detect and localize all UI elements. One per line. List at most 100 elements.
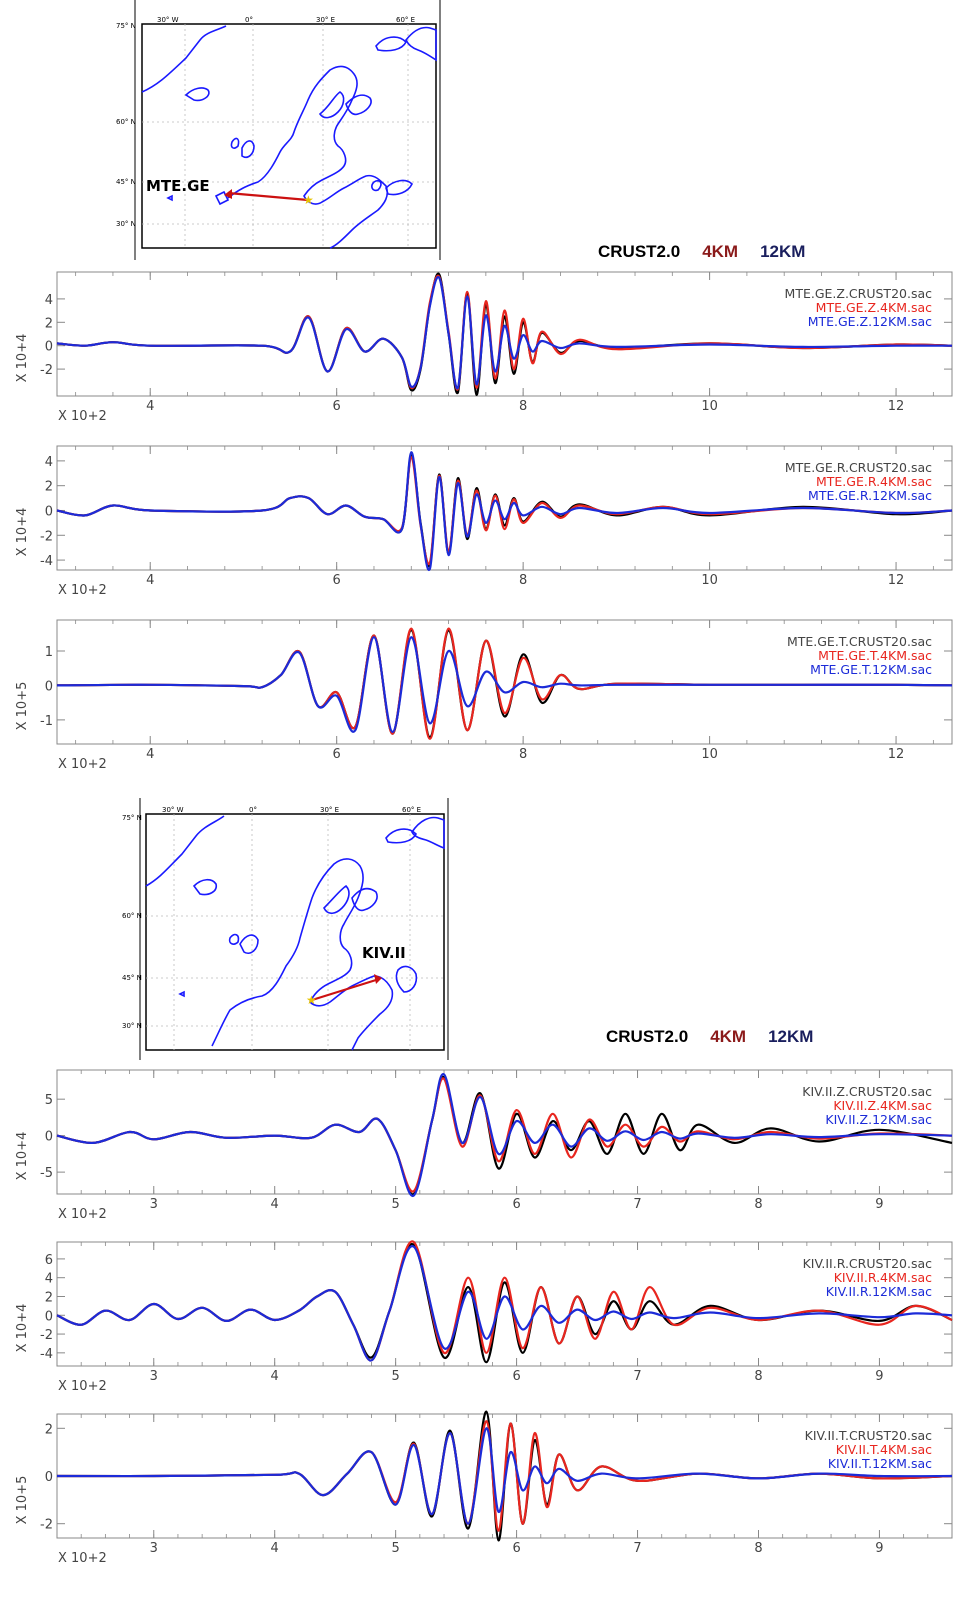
station-triangle-icon bbox=[374, 974, 382, 984]
x-tick-label: 10 bbox=[701, 747, 718, 762]
coastline bbox=[141, 25, 437, 249]
y-tick-label: -2 bbox=[40, 1518, 53, 1533]
x-tick-label: 4 bbox=[271, 1541, 279, 1556]
y-tick-label: 4 bbox=[45, 1272, 53, 1287]
x-axis-label: X 10+2 bbox=[58, 1207, 107, 1222]
y-axis-label: X 10+5 bbox=[15, 1476, 30, 1525]
coastline bbox=[145, 815, 445, 1051]
plot-frame bbox=[56, 445, 953, 571]
x-axis-label: X 10+2 bbox=[58, 1551, 107, 1566]
lat-label-1: 75° N bbox=[116, 22, 136, 30]
lat-label-3: 45° N bbox=[116, 178, 136, 186]
x-axis-label: X 10+2 bbox=[58, 409, 107, 424]
x-tick-label: 6 bbox=[333, 747, 341, 762]
series-line-km12 bbox=[56, 1427, 953, 1525]
x-tick-label: 12 bbox=[888, 573, 905, 588]
y-tick-label: 6 bbox=[45, 1253, 53, 1268]
legend-entry-km4: KIV.II.T.4KM.sac bbox=[836, 1442, 932, 1457]
y-axis-label: X 10+4 bbox=[15, 508, 30, 557]
legend-entry-crust: MTE.GE.Z.CRUST20.sac bbox=[785, 286, 933, 301]
x-tick-label: 9 bbox=[875, 1369, 883, 1384]
series-line-km12 bbox=[56, 451, 953, 572]
y-tick-label: -4 bbox=[40, 1347, 53, 1362]
x-tick-label: 4 bbox=[271, 1369, 279, 1384]
lon-label-3: 30° E bbox=[320, 806, 339, 814]
lon-label-4: 60° E bbox=[396, 16, 415, 24]
chart-mte-ge-z: 4 6 8 10 12420-2MTE.GE.Z.CRUST20.sacMTE.GE.Z… bbox=[15, 271, 953, 424]
legend-4km-label: 4KM bbox=[702, 242, 739, 261]
lon-label-2: 0° bbox=[249, 806, 257, 814]
y-tick-label: 2 bbox=[45, 480, 53, 495]
plot-frame bbox=[56, 619, 953, 745]
lon-label-1: 30° W bbox=[162, 806, 184, 814]
ray-path bbox=[227, 191, 309, 202]
y-tick-label: 1 bbox=[45, 645, 53, 660]
legend-entry-km4: KIV.II.R.4KM.sac bbox=[834, 1270, 932, 1285]
lat-label-4: 30° N bbox=[122, 1022, 142, 1030]
lat-label-4: 30° N bbox=[116, 220, 136, 228]
x-tick-label: 12 bbox=[888, 747, 905, 762]
x-tick-label: 7 bbox=[633, 1197, 641, 1212]
station-label: MTE.GE bbox=[146, 177, 210, 195]
x-tick-label: 8 bbox=[754, 1369, 762, 1384]
x-tick-label: 10 bbox=[701, 573, 718, 588]
y-tick-label: 2 bbox=[45, 1422, 53, 1437]
x-tick-label: 8 bbox=[519, 399, 527, 414]
y-tick-label: -1 bbox=[40, 714, 53, 729]
panel-kiv-ii-r: 3 4 5 6 7 8 9 6 4 2 0 -2 -4 KIV.II.R.CRUST20.sac KIV.I… bbox=[0, 1238, 973, 1400]
x-tick-label: 3 bbox=[150, 1541, 158, 1556]
station-label: KIV.II bbox=[362, 944, 406, 962]
map-mte-ge: ★ 30° W 0° 30° E 60° E 75° N 60° N 45° N… bbox=[108, 0, 448, 260]
x-tick-label: 5 bbox=[392, 1369, 400, 1384]
plot-frame bbox=[56, 271, 953, 397]
series-line-km12 bbox=[56, 275, 953, 390]
map-kiv-ii: ★ 30° W 0° 30° E 60° E 75° N 60° N 45° N… bbox=[112, 798, 452, 1060]
lat-label-2: 60° N bbox=[122, 912, 142, 920]
legend-entry-km4: MTE.GE.R.4KM.sac bbox=[816, 474, 932, 489]
chart-mte-ge-r: 4 6 8 10 12420-2-4MTE.GE.R.CRUST20.sacMTE.GE… bbox=[15, 445, 953, 598]
lat-label-1: 75° N bbox=[122, 814, 142, 822]
y-tick-label: 0 bbox=[45, 504, 53, 519]
legend-entry-km12: MTE.GE.T.12KM.sac bbox=[810, 662, 932, 677]
y-tick-label: 5 bbox=[45, 1093, 53, 1108]
y-tick-label: 4 bbox=[45, 293, 53, 308]
lon-label-3: 30° E bbox=[316, 16, 335, 24]
x-axis-label: X 10+2 bbox=[58, 1379, 107, 1394]
x-tick-label: 4 bbox=[146, 573, 154, 588]
legend-12km-label: 12KM bbox=[768, 1027, 814, 1046]
legend-entry-km4: KIV.II.Z.4KM.sac bbox=[833, 1098, 932, 1113]
y-tick-label: 0 bbox=[45, 1309, 53, 1324]
legend-entry-km12: KIV.II.Z.12KM.sac bbox=[825, 1112, 932, 1127]
map-mte-ge-svg: ★ 30° W 0° 30° E 60° E 75° N 60° N 45° N… bbox=[116, 0, 441, 260]
x-tick-label: 8 bbox=[519, 573, 527, 588]
panel-kiv-ii-z: 3 4 5 6 7 8 9 5 0 -5 KIV.II.Z.CRUST20.sac KIV.II.Z.… bbox=[0, 1066, 973, 1228]
legend-entry-crust: MTE.GE.T.CRUST20.sac bbox=[787, 634, 932, 649]
map-kiv-ii-svg: ★ 30° W 0° 30° E 60° E 75° N 60° N 45° N… bbox=[122, 798, 449, 1060]
legend-header-1: CRUST2.0 4KM 12KM bbox=[598, 242, 827, 262]
x-tick-label: 12 bbox=[888, 399, 905, 414]
epicenter-star-icon: ★ bbox=[303, 193, 314, 207]
legend-entry-km4: MTE.GE.Z.4KM.sac bbox=[816, 300, 932, 315]
x-tick-label: 8 bbox=[754, 1197, 762, 1212]
chart-kiv-ii-z: 3 4 5 6 7 8 950-5KIV.II.Z.CRUST20.sacKIV.II.Z.… bbox=[15, 1069, 953, 1222]
station-triangle-icon bbox=[224, 189, 232, 199]
epicenter-star-icon: ★ bbox=[306, 993, 317, 1007]
y-tick-label: 0 bbox=[45, 340, 53, 355]
lat-label-3: 45° N bbox=[122, 974, 142, 982]
panel-mte-ge-z: 4 6 8 10 12 4 2 0 -2 MTE.GE.Z.CRUST20.sac MTE.GE.Z… bbox=[0, 268, 973, 426]
x-axis-label: X 10+2 bbox=[58, 583, 107, 598]
y-tick-label: -4 bbox=[40, 554, 53, 569]
legend-header-2: CRUST2.0 4KM 12KM bbox=[606, 1027, 835, 1047]
x-tick-label: 7 bbox=[633, 1369, 641, 1384]
x-tick-label: 8 bbox=[754, 1541, 762, 1556]
plot-frame bbox=[56, 1069, 953, 1195]
y-axis-label: X 10+4 bbox=[15, 1132, 30, 1181]
x-tick-label: 8 bbox=[519, 747, 527, 762]
y-axis-label: X 10+4 bbox=[15, 334, 30, 383]
x-tick-label: 6 bbox=[333, 399, 341, 414]
x-tick-label: 7 bbox=[633, 1541, 641, 1556]
lon-label-1: 30° W bbox=[157, 16, 179, 24]
legend-entry-crust: KIV.II.R.CRUST20.sac bbox=[803, 1256, 933, 1271]
plot-frame bbox=[56, 1241, 953, 1367]
legend-crust-label: CRUST2.0 bbox=[598, 242, 681, 261]
